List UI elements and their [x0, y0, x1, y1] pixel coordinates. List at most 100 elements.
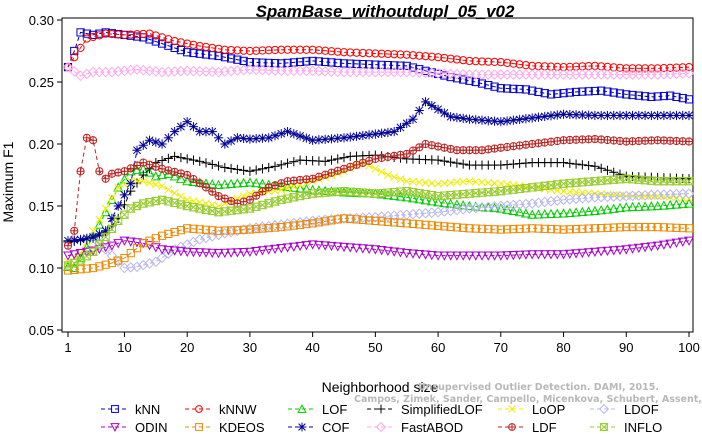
data-point [302, 57, 311, 66]
data-point [345, 187, 356, 196]
legend-label: COF [322, 420, 350, 434]
data-point [515, 60, 524, 69]
data-point [646, 242, 657, 252]
data-point [333, 58, 342, 68]
data-point [245, 166, 255, 176]
x-axis: 1 10 20 30 40 50 60 70 80 90 100 [64, 332, 700, 355]
series-cof [63, 97, 694, 246]
data-point [151, 31, 160, 40]
data-point [164, 229, 173, 239]
data-point [257, 246, 268, 256]
data-point [270, 131, 280, 141]
data-point [326, 241, 337, 252]
data-point [95, 31, 104, 40]
data-point [583, 248, 594, 258]
data-point [426, 196, 437, 206]
data-point [420, 195, 431, 205]
data-point [565, 88, 574, 97]
data-point [144, 135, 155, 145]
data-point [578, 188, 587, 197]
data-point [120, 30, 129, 39]
data-point [477, 79, 487, 88]
data-point [528, 86, 537, 95]
data-point [621, 245, 632, 255]
data-point [252, 58, 261, 67]
data-point [144, 198, 155, 207]
data-point [583, 206, 594, 216]
data-point [640, 222, 650, 232]
data-point [114, 183, 123, 192]
data-point [195, 225, 204, 234]
data-point [156, 252, 168, 263]
data-point [602, 246, 613, 257]
data-point [409, 177, 417, 186]
data-point [76, 167, 85, 176]
data-point [101, 204, 110, 213]
data-point [332, 187, 343, 196]
data-point [653, 110, 663, 121]
data-point [602, 176, 613, 185]
data-point [302, 45, 311, 54]
data-point [357, 244, 368, 254]
data-point [527, 183, 537, 192]
data-point [634, 175, 644, 184]
data-point [434, 179, 443, 188]
data-point [95, 167, 104, 176]
data-point [252, 191, 261, 200]
data-point [220, 139, 230, 149]
data-point [107, 29, 117, 39]
data-point [621, 174, 632, 183]
data-point [590, 110, 600, 121]
data-point [232, 164, 242, 175]
data-point [377, 49, 386, 58]
data-point [634, 64, 643, 73]
data-point [182, 117, 192, 127]
data-point [414, 105, 424, 116]
data-point [408, 63, 418, 72]
data-point [277, 185, 286, 194]
data-point [502, 186, 512, 195]
data-point [540, 89, 549, 98]
data-point [339, 242, 349, 253]
data-point [402, 50, 411, 59]
data-point [684, 110, 694, 121]
data-point [395, 191, 406, 201]
data-point [339, 214, 349, 223]
data-point [157, 195, 167, 204]
data-point [213, 179, 224, 190]
data-point [170, 167, 179, 176]
data-point [164, 166, 173, 175]
data-point [628, 222, 637, 232]
data-point [207, 127, 217, 137]
data-point [684, 236, 694, 246]
data-point [427, 221, 436, 230]
data-point [107, 224, 117, 234]
data-point [326, 188, 337, 197]
data-point [533, 112, 544, 122]
data-point [333, 154, 343, 164]
data-point [546, 208, 556, 219]
data-point [301, 241, 312, 251]
data-point [339, 153, 349, 163]
data-point [164, 35, 173, 44]
data-point [402, 149, 411, 159]
data-point [520, 208, 531, 218]
data-point [276, 129, 286, 139]
legend-marker [599, 423, 609, 431]
data-point [320, 188, 330, 197]
data-point [377, 167, 386, 176]
data-point [371, 216, 380, 225]
data-point [289, 221, 298, 230]
data-point [226, 206, 236, 215]
data-point [484, 178, 493, 187]
data-point [364, 216, 374, 225]
data-point [615, 223, 625, 232]
data-point [358, 188, 368, 197]
data-point [458, 200, 469, 210]
data-point [627, 175, 638, 184]
data-point [264, 58, 273, 68]
data-point [139, 239, 148, 248]
data-point [414, 250, 425, 260]
data-point [351, 188, 362, 197]
data-point [640, 92, 650, 101]
